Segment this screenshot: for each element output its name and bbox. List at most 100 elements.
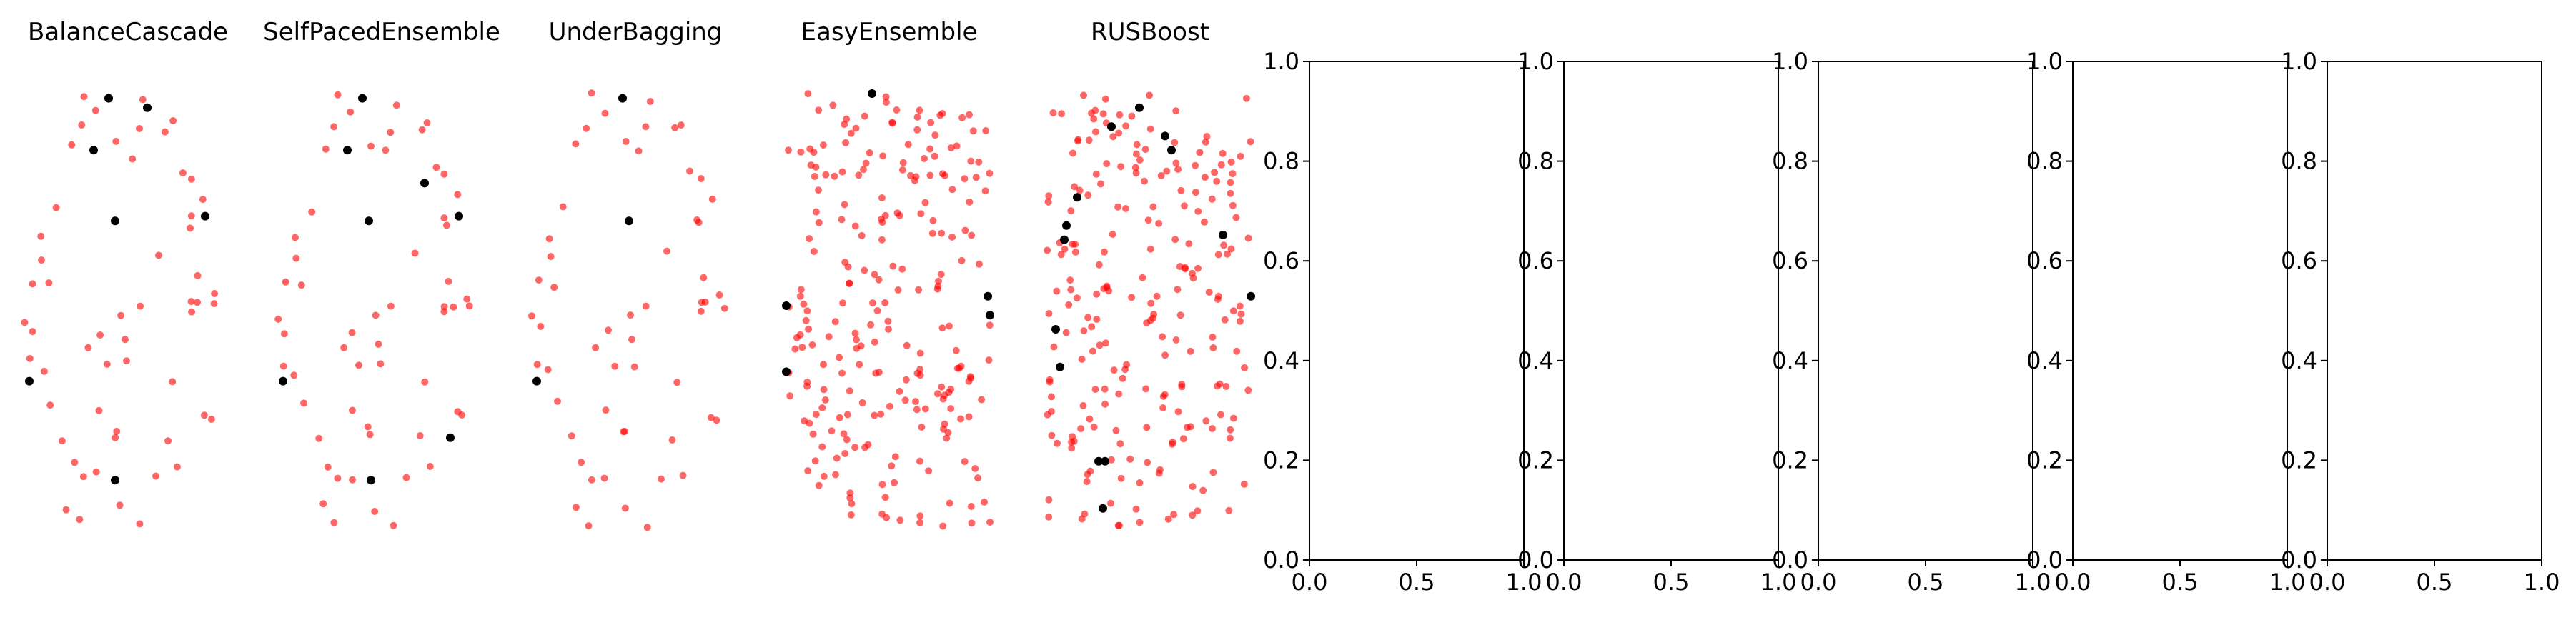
majority-point bbox=[943, 434, 951, 442]
majority-point bbox=[1077, 425, 1085, 433]
y-tick-label: 0.4 bbox=[1772, 347, 1808, 374]
majority-point bbox=[136, 520, 144, 528]
majority-point bbox=[658, 475, 665, 483]
majority-point bbox=[600, 474, 608, 482]
majority-point bbox=[871, 338, 878, 346]
subplot-1: BalanceCascade bbox=[21, 18, 228, 528]
majority-point bbox=[800, 300, 808, 308]
minority-point bbox=[143, 103, 152, 112]
majority-point bbox=[84, 344, 92, 351]
y-tick-label: 0.4 bbox=[2026, 347, 2063, 374]
majority-point bbox=[52, 204, 60, 211]
minority-point bbox=[89, 146, 98, 155]
majority-point bbox=[804, 90, 812, 98]
majority-point bbox=[937, 271, 945, 279]
majority-point bbox=[1117, 474, 1125, 482]
majority-point bbox=[851, 329, 859, 337]
majority-point bbox=[802, 316, 810, 324]
majority-point bbox=[848, 500, 856, 508]
majority-point bbox=[210, 300, 218, 308]
majority-point bbox=[139, 96, 147, 104]
majority-point bbox=[1090, 115, 1098, 123]
majority-point bbox=[1128, 294, 1136, 301]
majority-point bbox=[1229, 170, 1237, 178]
majority-point bbox=[1202, 138, 1209, 146]
majority-point bbox=[1093, 316, 1101, 323]
majority-point bbox=[387, 302, 395, 310]
axes-frame bbox=[2327, 61, 2542, 561]
y-tick-label: 1.0 bbox=[1517, 48, 1554, 75]
majority-point bbox=[1080, 327, 1088, 335]
majority-point bbox=[1214, 251, 1222, 259]
majority-point bbox=[1045, 310, 1053, 317]
majority-point bbox=[1068, 444, 1076, 452]
majority-point bbox=[1088, 109, 1095, 117]
majority-point bbox=[1203, 133, 1211, 140]
majority-point bbox=[840, 430, 848, 438]
majority-point bbox=[1141, 146, 1149, 154]
y-tick-label: 0.0 bbox=[1772, 546, 1808, 574]
majority-point bbox=[1054, 439, 1061, 447]
x-tick-label: 0.0 bbox=[2309, 569, 2346, 596]
majority-point bbox=[116, 501, 124, 509]
majority-point bbox=[1185, 240, 1193, 248]
majority-point bbox=[808, 341, 816, 349]
minority-point bbox=[358, 94, 367, 103]
majority-point bbox=[1102, 339, 1110, 347]
majority-point bbox=[364, 423, 372, 431]
majority-point bbox=[194, 271, 202, 279]
majority-point bbox=[967, 503, 975, 510]
y-tick-label: 0.0 bbox=[2026, 546, 2063, 574]
majority-point bbox=[1143, 319, 1151, 327]
majority-point bbox=[1099, 110, 1107, 118]
majority-point bbox=[1224, 250, 1231, 258]
majority-point bbox=[708, 195, 716, 203]
majority-point bbox=[1247, 138, 1254, 146]
majority-point bbox=[1242, 94, 1250, 102]
majority-point bbox=[1122, 122, 1130, 130]
majority-point bbox=[867, 321, 875, 329]
majority-point bbox=[986, 321, 994, 329]
majority-point bbox=[62, 506, 70, 514]
majority-point bbox=[877, 410, 885, 418]
majority-point bbox=[1174, 408, 1182, 416]
axes-frame bbox=[1309, 61, 1525, 561]
majority-point bbox=[805, 325, 813, 333]
majority-point bbox=[916, 519, 924, 526]
majority-point bbox=[1227, 245, 1235, 253]
majority-point bbox=[1110, 366, 1118, 374]
subplot-title: SelfPacedEnsemble bbox=[263, 18, 500, 46]
majority-point bbox=[957, 362, 965, 370]
y-tick-label: 0.8 bbox=[1517, 148, 1554, 175]
majority-point bbox=[861, 444, 869, 451]
y-tick-label: 0.6 bbox=[1263, 247, 1299, 274]
majority-point bbox=[811, 457, 819, 465]
minority-point bbox=[1135, 103, 1144, 112]
majority-point bbox=[416, 432, 424, 439]
majority-point bbox=[155, 251, 162, 259]
majority-point bbox=[1192, 161, 1199, 169]
majority-point bbox=[297, 281, 305, 289]
x-tick-label: 1.0 bbox=[2269, 569, 2306, 596]
x-tick-label: 1.0 bbox=[2524, 569, 2560, 596]
majority-point bbox=[911, 176, 918, 184]
y-tick-label: 1.0 bbox=[1263, 48, 1299, 75]
majority-point bbox=[29, 280, 36, 288]
majority-point bbox=[818, 404, 826, 411]
y-tick-label: 0.6 bbox=[2026, 247, 2063, 274]
majority-point bbox=[1229, 307, 1237, 315]
majority-point bbox=[21, 319, 29, 326]
minority-point bbox=[367, 476, 375, 485]
y-tick-label: 0.6 bbox=[1772, 247, 1808, 274]
majority-point bbox=[1115, 129, 1123, 137]
panels: BalanceCascade SelfPacedEnsemble UnderBagg… bbox=[21, 18, 2560, 596]
majority-point bbox=[1229, 414, 1237, 422]
majority-point bbox=[958, 256, 966, 264]
y-tick-label: 0.8 bbox=[2281, 148, 2317, 175]
majority-point bbox=[938, 324, 946, 332]
majority-point bbox=[1146, 125, 1154, 133]
majority-point bbox=[820, 472, 828, 480]
majority-point bbox=[707, 414, 715, 421]
majority-point bbox=[1169, 439, 1176, 446]
majority-point bbox=[465, 302, 473, 310]
